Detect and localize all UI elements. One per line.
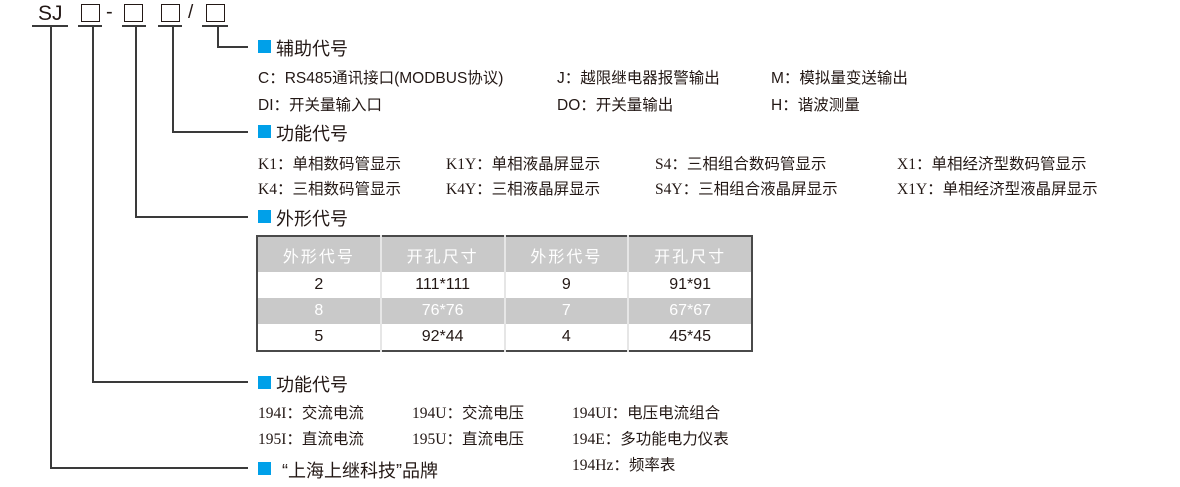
bullet-square-icon bbox=[258, 125, 271, 138]
code-box-aux bbox=[206, 4, 225, 22]
code-box-function bbox=[81, 4, 100, 22]
function-item: 194I：交流电流 bbox=[258, 405, 364, 422]
aux-title: 辅助代号 bbox=[276, 39, 348, 59]
function-title: 功能代号 bbox=[276, 375, 348, 395]
bullet-square-icon bbox=[258, 376, 271, 389]
aux-item: J：越限继电器报警输出 bbox=[557, 70, 720, 87]
display-item: X1：单相经济型数码管显示 bbox=[897, 156, 1087, 173]
display-title: 功能代号 bbox=[276, 124, 348, 144]
model-slash: / bbox=[188, 2, 194, 23]
aux-item: C：RS485通讯接口(MODBUS协议) bbox=[258, 70, 504, 87]
brand-title: “上海上继科技”品牌 bbox=[282, 461, 438, 481]
table-cell: 67*67 bbox=[627, 298, 752, 324]
aux-item: H：谐波测量 bbox=[771, 97, 860, 114]
aux-item: M：模拟量变送输出 bbox=[771, 70, 908, 87]
table-cell: 9 bbox=[503, 272, 629, 298]
display-item: S4：三相组合数码管显示 bbox=[655, 156, 827, 173]
display-item: K4：三相数码管显示 bbox=[258, 181, 401, 198]
bullet-square-icon bbox=[258, 462, 271, 475]
table-cell: 2 bbox=[314, 276, 324, 293]
display-item: S4Y：三相组合液晶屏显示 bbox=[655, 181, 838, 198]
aux-item: DO：开关量输出 bbox=[557, 97, 674, 114]
bullet-square-icon bbox=[258, 40, 271, 53]
table-cell: 92*44 bbox=[379, 324, 505, 351]
function-item: 194E：多功能电力仪表 bbox=[572, 431, 729, 448]
table-row: 2 111*111 9 91*91 bbox=[257, 272, 752, 298]
function-item: 194Hz：频率表 bbox=[572, 457, 676, 474]
display-item: K1Y：单相液晶屏显示 bbox=[446, 156, 601, 173]
function-item: 195I：直流电流 bbox=[258, 431, 364, 448]
table-header: 开孔尺寸 bbox=[627, 236, 752, 272]
function-item: 194UI：电压电流组合 bbox=[572, 405, 721, 422]
function-item: 194U：交流电压 bbox=[412, 405, 524, 422]
display-item: K1：单相数码管显示 bbox=[258, 156, 401, 173]
table-cell: 111*111 bbox=[379, 272, 505, 298]
code-box-shape bbox=[124, 4, 143, 22]
shape-table: 外形代号 开孔尺寸 外形代号 开孔尺寸 2 111*111 9 91*91 8 76*76 7 6… bbox=[256, 235, 753, 352]
table-cell: 7 bbox=[503, 298, 629, 324]
model-prefix: SJ bbox=[38, 2, 63, 25]
table-cell: 8 bbox=[257, 298, 381, 324]
model-dash: - bbox=[106, 1, 113, 23]
table-cell: 76*76 bbox=[379, 298, 505, 324]
code-box-display bbox=[161, 4, 180, 22]
display-item: K4Y：三相液晶屏显示 bbox=[446, 181, 601, 198]
display-item: X1Y：单相经济型液晶屏显示 bbox=[897, 181, 1098, 198]
table-row: 8 76*76 7 67*67 bbox=[257, 298, 752, 324]
aux-item: DI：开关量输入口 bbox=[258, 97, 383, 114]
function-item: 195U：直流电压 bbox=[412, 431, 524, 448]
bullet-square-icon bbox=[258, 210, 271, 223]
table-cell: 5 bbox=[314, 328, 324, 345]
table-header: 外形代号 bbox=[503, 236, 629, 272]
shape-title: 外形代号 bbox=[276, 209, 348, 229]
table-cell: 4 bbox=[503, 324, 629, 351]
table-cell: 91*91 bbox=[627, 272, 752, 298]
table-header: 开孔尺寸 bbox=[379, 236, 505, 272]
table-header: 外形代号 bbox=[257, 236, 381, 272]
table-row: 5 92*44 4 45*45 bbox=[257, 324, 752, 351]
table-cell: 45*45 bbox=[627, 324, 752, 351]
